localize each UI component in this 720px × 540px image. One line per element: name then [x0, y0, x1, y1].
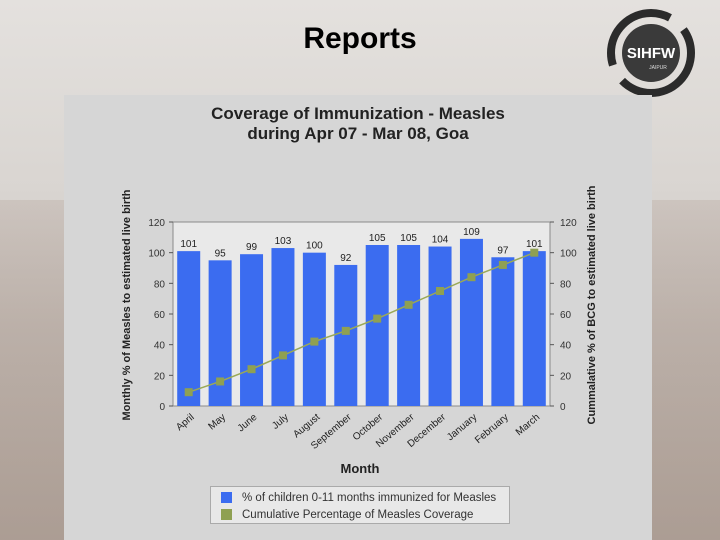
y-left-tick-label: 20: [154, 371, 166, 382]
x-axis-title: Month: [341, 461, 380, 476]
cumulative-marker: [310, 337, 319, 346]
y-right-tick-label: 120: [560, 218, 577, 229]
cumulative-marker: [278, 351, 287, 360]
bar: [240, 254, 264, 406]
x-tick-label: June: [236, 412, 260, 435]
bar-data-label: 105: [369, 233, 386, 244]
cumulative-marker: [436, 287, 445, 295]
legend-swatch-bar: [221, 492, 232, 503]
logo-subtext: JAIPUR: [649, 65, 667, 71]
y-left-tick-label: 0: [159, 402, 165, 413]
y-right-tick-label: 80: [560, 279, 572, 290]
cumulative-marker: [341, 326, 350, 335]
y-right-tick-label: 60: [560, 310, 572, 321]
chart-legend: % of children 0-11 months immunized for …: [210, 486, 510, 524]
bar-data-label: 92: [340, 253, 352, 264]
bar-data-label: 101: [180, 239, 197, 250]
legend-item-bar: % of children 0-11 months immunized for …: [221, 489, 509, 506]
y-right-axis-title: Cummalative % of BCG to estimated live b…: [586, 185, 598, 424]
bar: [459, 238, 483, 406]
y-left-axis-title: Monthly % of Measles to estimated live b…: [121, 189, 133, 420]
cumulative-marker: [498, 260, 507, 269]
page-title: Reports: [303, 22, 417, 55]
y-left-tick-label: 120: [148, 218, 165, 229]
cumulative-marker: [247, 365, 256, 374]
bar: [428, 246, 452, 406]
x-tick-label: May: [206, 412, 228, 433]
cumulative-marker: [467, 273, 476, 282]
cumulative-marker: [184, 388, 193, 397]
bar: [491, 257, 515, 406]
bar: [522, 251, 546, 406]
bar: [365, 245, 389, 406]
y-right-tick-label: 0: [560, 402, 566, 413]
bar: [177, 251, 201, 406]
y-left-tick-label: 60: [154, 310, 166, 321]
chart-title: Coverage of Immunization - Measles durin…: [64, 104, 652, 144]
bar-data-label: 104: [432, 235, 449, 246]
y-left-tick-label: 80: [154, 279, 166, 290]
chart-title-line-1: Coverage of Immunization - Measles: [211, 104, 505, 123]
bar-data-label: 100: [306, 241, 323, 252]
y-right-tick-label: 40: [560, 341, 572, 352]
y-right-tick-label: 20: [560, 371, 572, 382]
y-left-tick-label: 100: [148, 249, 165, 260]
x-tick-label: March: [514, 412, 542, 438]
bar: [334, 264, 358, 406]
chart-title-line-2: during Apr 07 - Mar 08, Goa: [247, 124, 469, 143]
bar-data-label: 95: [215, 248, 227, 259]
cumulative-marker: [216, 377, 225, 386]
bar: [271, 248, 295, 406]
bar-data-label: 101: [526, 239, 543, 250]
cumulative-line: [188, 251, 535, 393]
bar: [397, 245, 421, 406]
y-right-tick-label: 100: [560, 249, 577, 260]
bar-data-label: 109: [463, 227, 480, 238]
bar-data-label: 105: [400, 233, 417, 244]
cumulative-marker: [373, 314, 382, 323]
legend-item-line: Cumulative Percentage of Measles Coverag…: [221, 506, 509, 523]
sihfw-logo: SIHFW JAIPUR: [607, 9, 695, 97]
bar-data-label: 103: [275, 236, 292, 247]
cumulative-marker: [404, 300, 413, 309]
y-left-tick-label: 40: [154, 341, 166, 352]
x-tick-label: April: [174, 412, 196, 433]
legend-label-bar: % of children 0-11 months immunized for …: [242, 491, 497, 504]
x-tick-label: February: [473, 412, 511, 446]
bar: [302, 252, 326, 406]
x-tick-label: July: [270, 412, 291, 432]
cumulative-marker: [530, 248, 539, 257]
logo-text: SIHFW: [627, 45, 676, 62]
bar-data-label: 97: [497, 245, 509, 256]
bar-data-label: 99: [246, 242, 258, 253]
legend-swatch-line: [221, 509, 232, 520]
legend-label-line: Cumulative Percentage of Measles Coverag…: [242, 508, 474, 521]
bar: [208, 260, 232, 406]
